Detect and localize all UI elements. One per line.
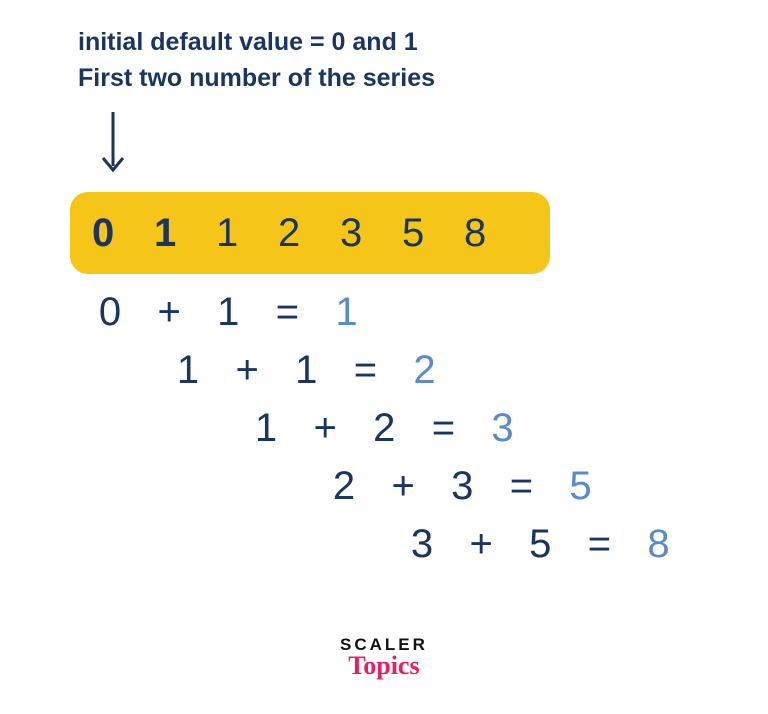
header-line-1: initial default value = 0 and 1 [78, 24, 435, 60]
series-val-1: 1 [154, 211, 216, 256]
scaler-topics-logo: SCALER Topics [340, 635, 428, 681]
equation-row: 1 + 1 = 2 [166, 348, 447, 393]
operand-a: 0 [88, 290, 132, 335]
equation-row: 1 + 2 = 3 [244, 406, 525, 451]
header-line-2: First two number of the series [78, 60, 435, 96]
result: 5 [559, 464, 603, 509]
equals-sign: = [261, 290, 313, 335]
plus-sign: + [143, 290, 195, 335]
equation-row: 0 + 1 = 1 [88, 290, 369, 335]
result: 3 [481, 406, 525, 451]
operand-b: 2 [362, 406, 406, 451]
equation-row: 2 + 3 = 5 [322, 464, 603, 509]
series-val-4: 3 [340, 211, 402, 256]
down-arrow-icon [98, 108, 128, 185]
result: 1 [325, 290, 369, 335]
series-val-5: 5 [402, 211, 464, 256]
series-val-6: 8 [464, 211, 526, 256]
equation-row: 3 + 5 = 8 [400, 522, 681, 567]
operand-b: 5 [518, 522, 562, 567]
operand-b: 3 [440, 464, 484, 509]
operand-a: 1 [166, 348, 210, 393]
plus-sign: + [299, 406, 351, 451]
result: 2 [403, 348, 447, 393]
header-caption: initial default value = 0 and 1 First tw… [78, 24, 435, 97]
equals-sign: = [417, 406, 469, 451]
series-val-0: 0 [92, 211, 154, 256]
fibonacci-series-pill: 0 1 1 2 3 5 8 [70, 192, 550, 274]
logo-topics-text: Topics [340, 651, 428, 681]
series-val-3: 2 [278, 211, 340, 256]
operand-a: 1 [244, 406, 288, 451]
result: 8 [637, 522, 681, 567]
equals-sign: = [573, 522, 625, 567]
plus-sign: + [377, 464, 429, 509]
operand-b: 1 [284, 348, 328, 393]
plus-sign: + [455, 522, 507, 567]
plus-sign: + [221, 348, 273, 393]
series-val-2: 1 [216, 211, 278, 256]
operand-a: 3 [400, 522, 444, 567]
equals-sign: = [495, 464, 547, 509]
operand-b: 1 [206, 290, 250, 335]
operand-a: 2 [322, 464, 366, 509]
equals-sign: = [339, 348, 391, 393]
